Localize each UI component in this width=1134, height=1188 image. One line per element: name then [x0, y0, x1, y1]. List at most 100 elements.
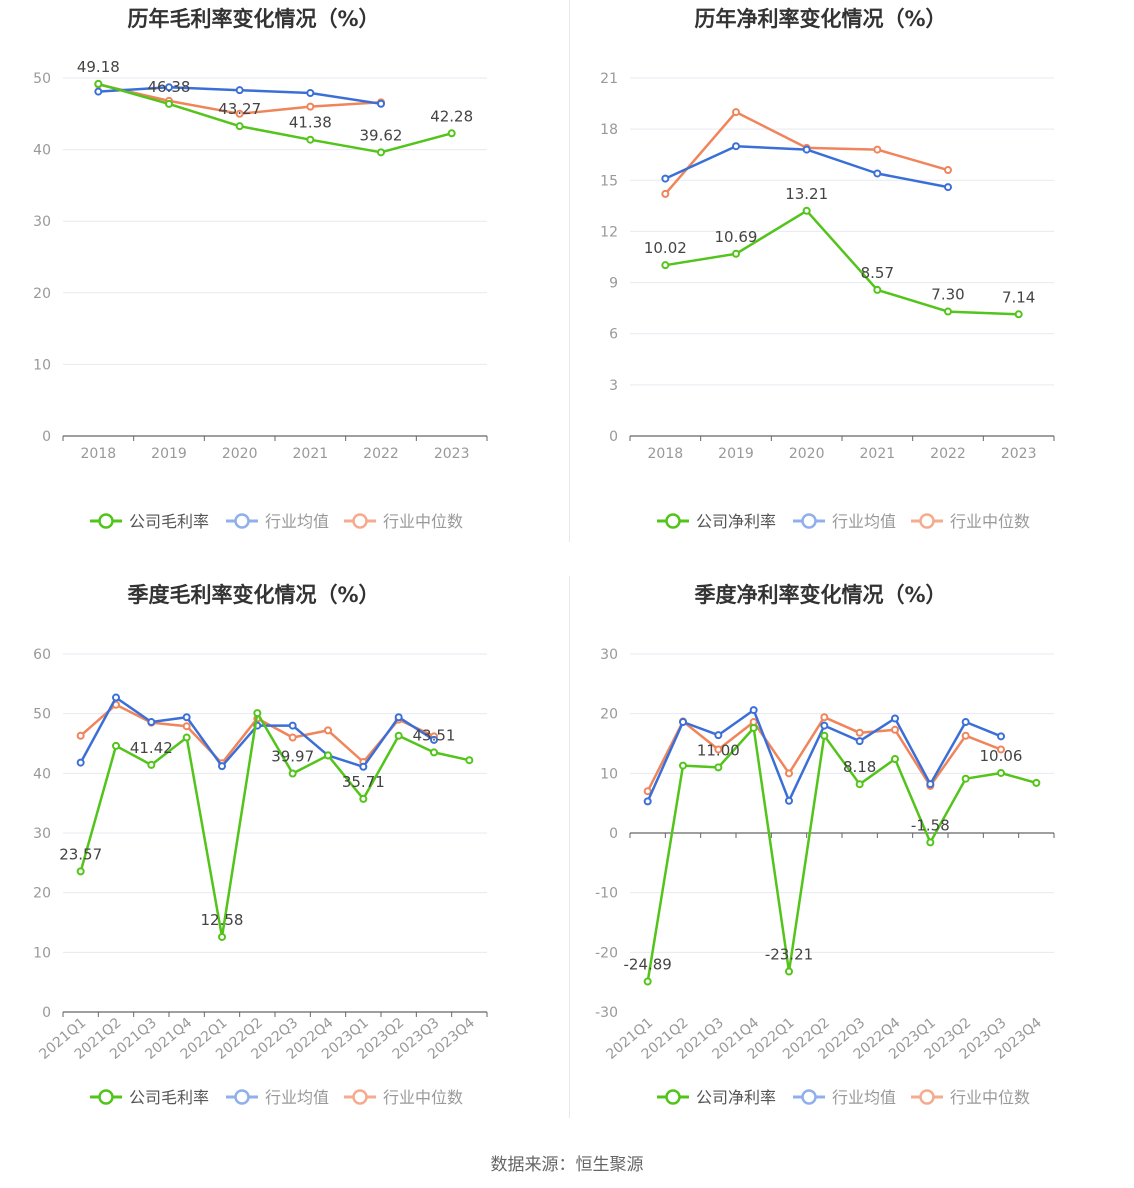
data-point-company — [785, 967, 793, 976]
data-point-industry_avg — [855, 737, 864, 746]
data-point-company — [165, 99, 173, 108]
y-tick-label: 40 — [33, 143, 51, 159]
chart-quarterly-net-margin: 季度净利率变化情况（%） -30 -20 -10 0 10 20 30 2021Q1 2021Q2… — [567, 576, 1134, 1152]
data-point-company — [732, 249, 740, 258]
chart-title: 季度净利率变化情况（%） — [694, 583, 946, 607]
data-point-industry_avg — [873, 169, 882, 178]
data-label: 35.71 — [342, 773, 385, 791]
data-point-company — [1032, 778, 1041, 787]
chart-quarterly-gross-margin: 季度毛利率变化情况（%） 0 10 20 30 40 50 60 2021Q1 2021Q2 202… — [0, 576, 567, 1152]
data-point-company — [182, 733, 191, 742]
data-point-industry_avg — [235, 86, 244, 95]
y-tick-label: 30 — [600, 647, 618, 663]
data-point-industry_median — [643, 787, 652, 796]
data-point-industry_median — [785, 769, 793, 778]
data-label: 46.38 — [148, 78, 191, 96]
data-point-company — [714, 763, 723, 772]
data-label: 41.42 — [130, 739, 173, 757]
x-tick-label: 2019 — [151, 446, 187, 462]
data-point-company — [112, 741, 120, 750]
x-tick-label: 2023 — [1001, 446, 1037, 462]
data-point-industry_avg — [749, 706, 758, 715]
data-point-industry_avg — [997, 732, 1005, 741]
legend-label-company: 公司毛利率 — [129, 512, 209, 531]
y-tick-label: 0 — [609, 826, 618, 842]
data-point-industry_median — [873, 145, 882, 154]
y-tick-label: 15 — [600, 173, 618, 189]
data-point-company — [679, 761, 687, 770]
x-tick-label: 2022 — [363, 446, 399, 462]
legend-marker-industry_avg — [234, 513, 250, 529]
chart-annual-gross-margin: 历年毛利率变化情况（%） 0 10 20 30 40 50 2018 2019 2020 2021 2… — [0, 0, 567, 576]
data-point-company — [253, 709, 262, 718]
data-label: 12.58 — [201, 911, 244, 929]
data-point-industry_avg — [165, 83, 173, 92]
y-tick-label: 18 — [600, 122, 618, 138]
data-point-industry_avg — [430, 735, 438, 744]
data-point-industry_avg — [359, 762, 368, 771]
data-point-company — [944, 307, 952, 316]
data-point-company — [147, 760, 156, 769]
chart-annual-net-margin: 历年净利率变化情况（%） 0 3 6 9 12 15 18 21 2018 2019 2020 2021… — [567, 0, 1134, 576]
y-tick-label: 30 — [33, 214, 51, 230]
y-tick-label: 50 — [33, 707, 51, 723]
panel-divider-top — [569, 0, 570, 542]
x-tick-label: 2020 — [789, 446, 825, 462]
data-point-industry_avg — [218, 762, 226, 771]
data-point-company — [306, 135, 315, 144]
data-point-industry_avg — [147, 718, 156, 727]
legend-label-industry_median: 行业中位数 — [383, 1088, 463, 1107]
legend-marker-industry_avg — [801, 1089, 817, 1105]
data-label: 39.97 — [271, 748, 314, 766]
data-point-industry_avg — [785, 796, 793, 805]
data-point-company — [873, 285, 882, 294]
data-point-industry_median — [820, 713, 829, 722]
data-point-industry_median — [714, 745, 723, 754]
data-point-company — [891, 755, 899, 764]
data-point-industry_avg — [802, 145, 811, 154]
data-point-company — [324, 751, 332, 760]
data-label: 10.69 — [715, 228, 758, 246]
data-label: 23.57 — [59, 845, 102, 863]
legend-label-company: 公司净利率 — [696, 512, 776, 531]
y-tick-label: 0 — [42, 1005, 51, 1021]
data-source-note: 数据来源：恒生聚源 — [490, 1155, 644, 1175]
data-label: -23.21 — [765, 945, 813, 963]
y-tick-label: 10 — [600, 766, 618, 782]
data-point-company — [1014, 310, 1023, 319]
data-point-company — [218, 932, 226, 941]
x-tick-label: 2022 — [930, 446, 966, 462]
data-point-company — [465, 756, 474, 765]
y-tick-label: 0 — [609, 429, 618, 445]
data-point-industry_median — [288, 733, 297, 742]
data-point-industry_avg — [891, 714, 899, 723]
data-point-industry_median — [997, 745, 1005, 754]
legend-label-industry_avg: 行业均值 — [265, 1088, 329, 1107]
data-label: 10.06 — [980, 747, 1023, 765]
data-label: 10.02 — [644, 239, 687, 257]
panel-divider-bottom — [569, 576, 570, 1118]
data-point-company — [643, 977, 652, 986]
y-tick-label: 6 — [609, 327, 618, 343]
y-tick-label: 9 — [609, 276, 618, 292]
data-point-industry_avg — [288, 721, 297, 730]
data-point-company — [377, 148, 385, 157]
y-tick-label: 20 — [33, 286, 51, 302]
chart-title: 季度毛利率变化情况（%） — [127, 583, 379, 607]
data-label: -24.89 — [623, 956, 671, 974]
series-line-company — [79, 711, 470, 939]
data-point-industry_median — [182, 722, 191, 731]
data-point-industry_avg — [643, 797, 652, 806]
data-point-industry_median — [235, 109, 244, 118]
data-label: 7.30 — [931, 286, 964, 304]
data-point-industry_median — [944, 166, 952, 175]
data-point-industry_avg — [961, 718, 970, 727]
data-point-industry_avg — [926, 780, 935, 789]
series-line-company — [646, 726, 1037, 982]
data-point-industry_median — [324, 726, 332, 735]
chart-svg: 季度净利率变化情况（%）-30-20-1001020302021Q12021Q2… — [595, 583, 1055, 1107]
data-point-company — [76, 867, 85, 876]
data-point-company — [802, 206, 811, 215]
x-tick-label: 2021 — [860, 446, 896, 462]
legend-marker-industry_median — [352, 513, 368, 529]
